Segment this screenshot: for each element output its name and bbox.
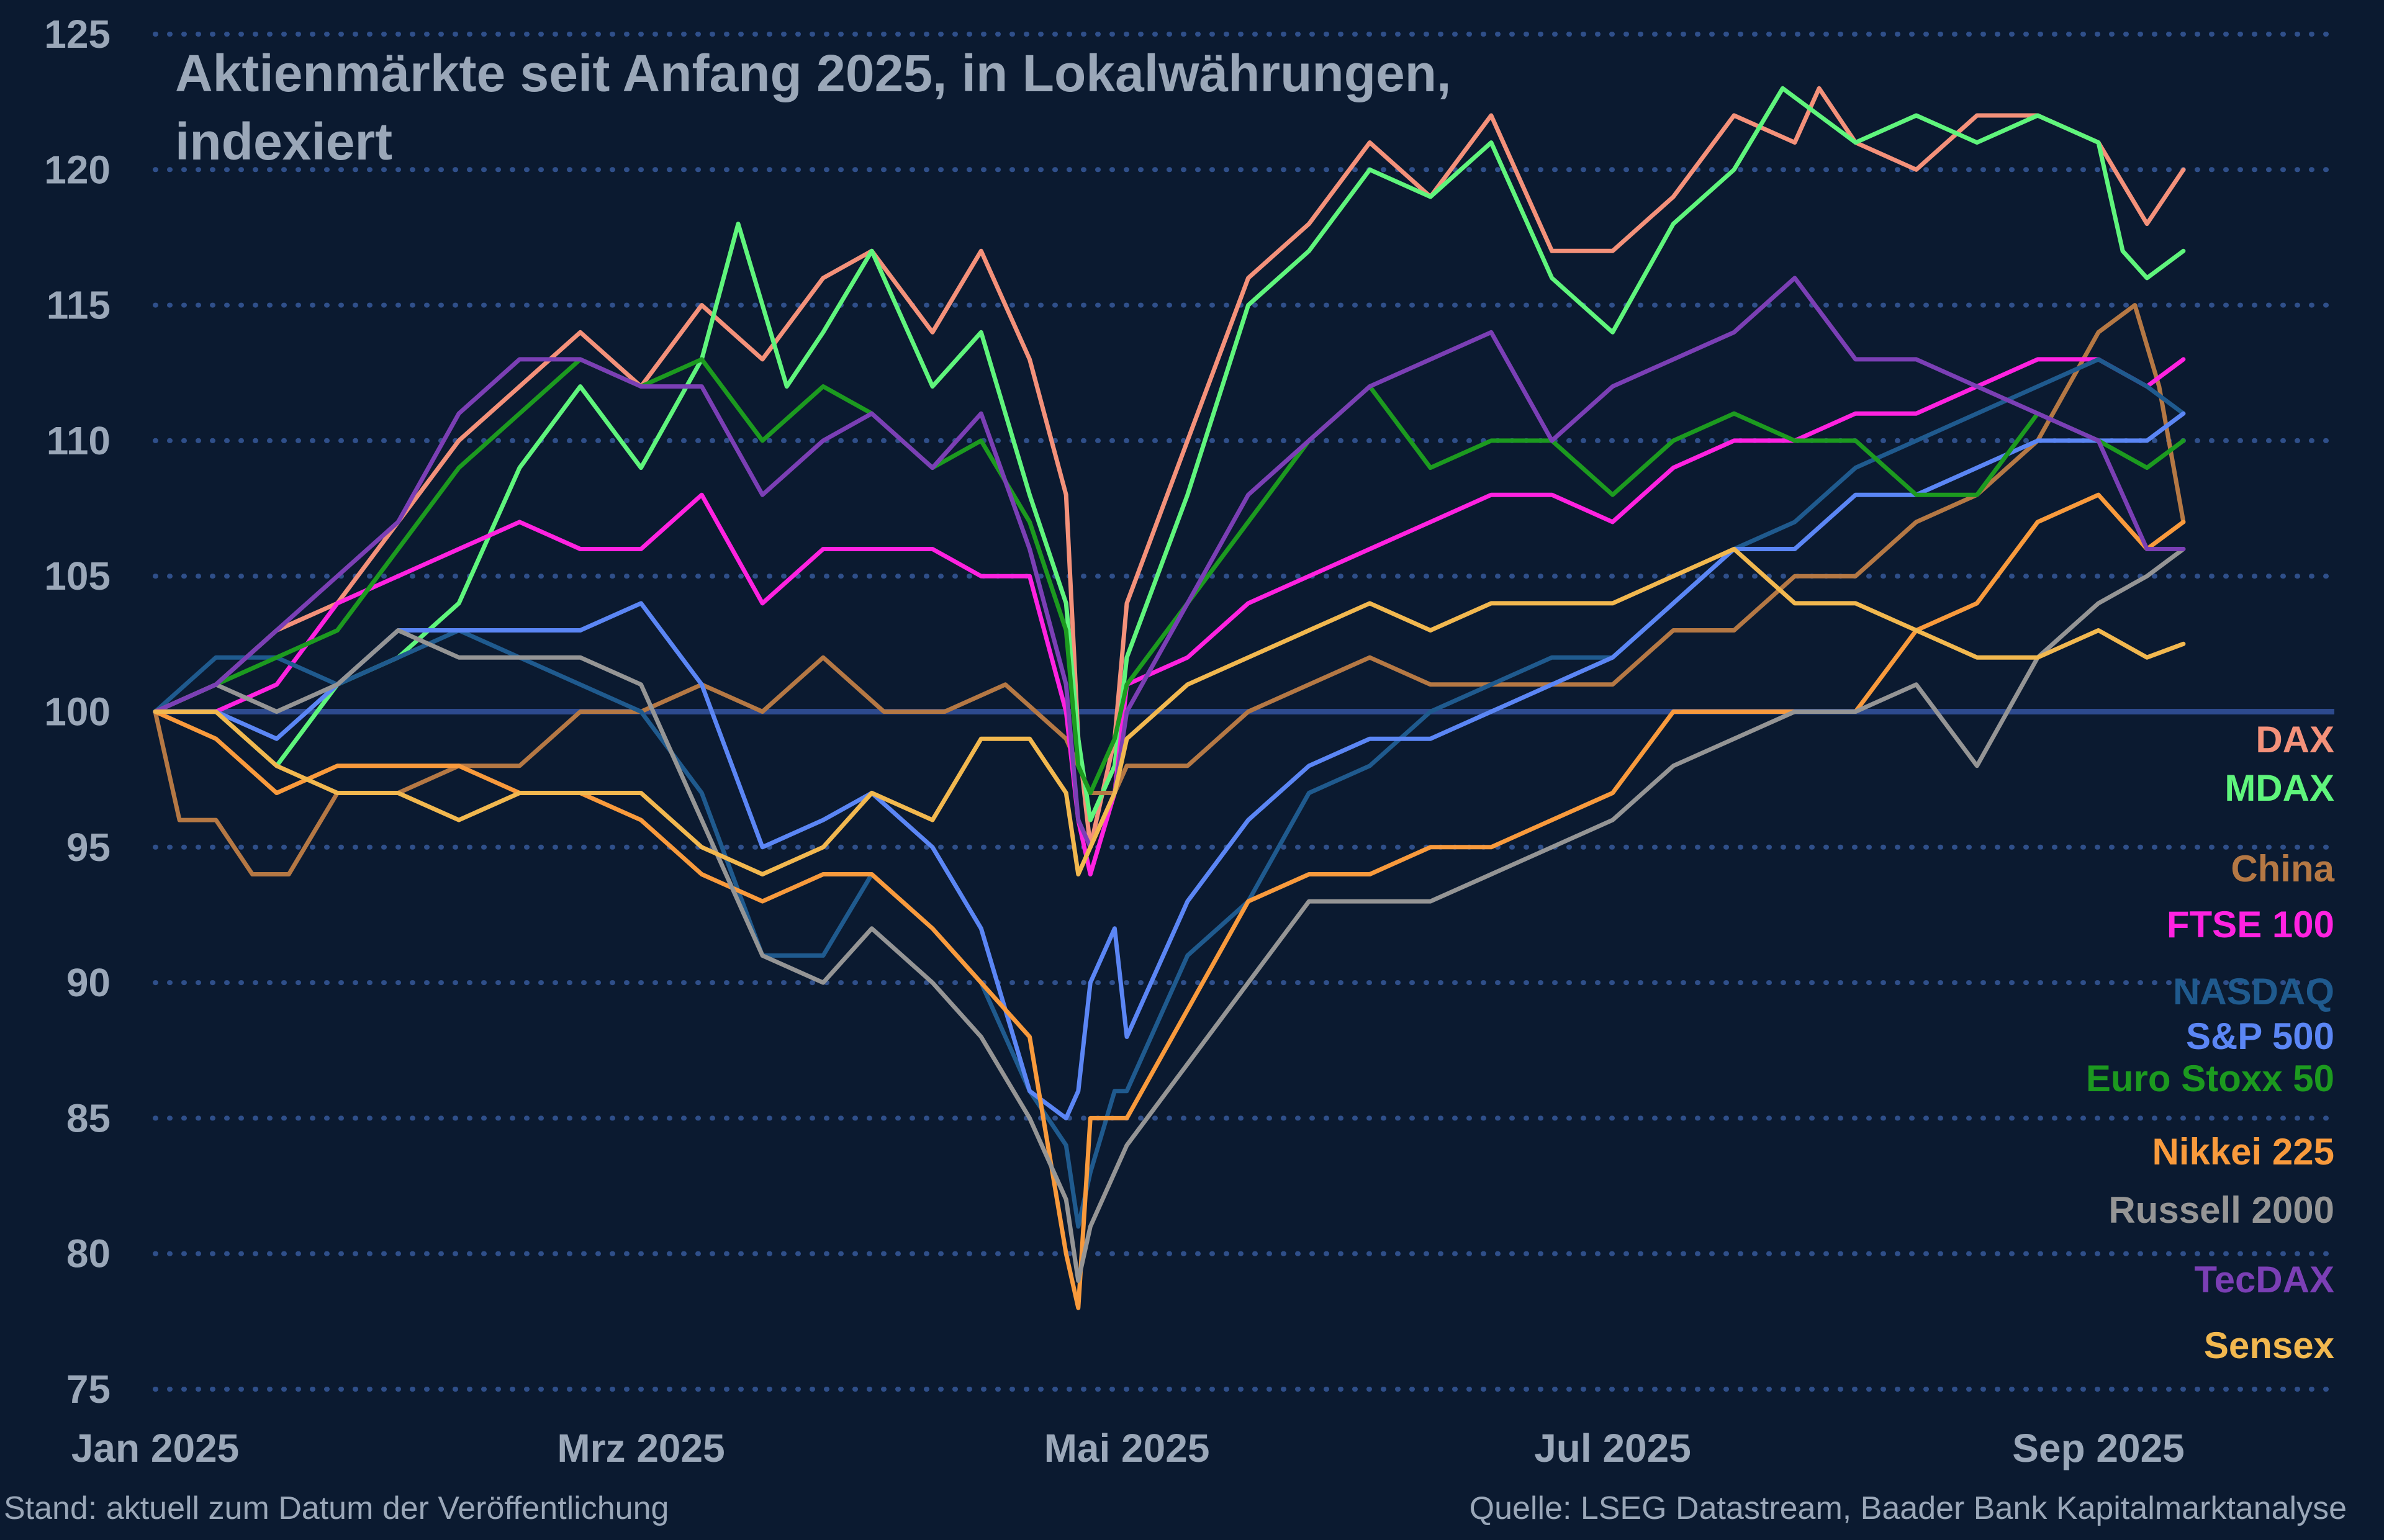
- y-tick-label: 115: [47, 283, 111, 328]
- x-axis-ticks: Jan 2025 Mrz 2025 Mai 2025 Jul 2025 Sep 2025: [71, 1426, 2185, 1470]
- y-tick-label: 90: [66, 960, 111, 1005]
- chart-title-line-2: indexiert: [175, 112, 393, 171]
- y-tick-label: 100: [44, 690, 111, 734]
- legend-entry: FTSE 100: [2167, 904, 2334, 945]
- y-tick-label: 75: [66, 1367, 111, 1412]
- footer-stand: Stand: aktuell zum Datum der Veröffentli…: [4, 1490, 669, 1526]
- x-tick-label: Mrz 2025: [557, 1426, 725, 1470]
- legend-entry: MDAX: [2224, 767, 2334, 809]
- legend-entry: China: [2231, 848, 2334, 889]
- y-tick-label: 105: [44, 554, 111, 598]
- y-tick-label: 95: [66, 825, 111, 870]
- x-tick-label: Jan 2025: [71, 1426, 239, 1470]
- y-tick-label: 110: [47, 418, 111, 463]
- y-tick-label: 120: [44, 147, 111, 192]
- legend-entry: Russell 2000: [2108, 1189, 2334, 1231]
- series-line-nasdaq: [153, 357, 2186, 1229]
- series-line-nikkei-225: [153, 492, 2186, 1310]
- series-line-tecdax: [153, 276, 2186, 850]
- y-tick-label: 80: [66, 1232, 111, 1276]
- legend-entry: NASDAQ: [2173, 971, 2334, 1012]
- series-line-ftse-100: [153, 357, 2186, 876]
- series-line-russell-2000: [153, 547, 2186, 1283]
- x-tick-label: Jul 2025: [1534, 1426, 1691, 1470]
- chart-title-line-1: Aktienmärkte seit Anfang 2025, in Lokalw…: [175, 44, 1452, 102]
- legend-entry: DAX: [2255, 719, 2334, 760]
- series-line-s-p-500: [153, 411, 2186, 1120]
- footer-source: Quelle: LSEG Datastream, Baader Bank Kap…: [1469, 1490, 2347, 1526]
- legend-entry: S&P 500: [2186, 1015, 2334, 1057]
- series-line-mdax: [153, 86, 2186, 822]
- legend-entry: Nikkei 225: [2152, 1131, 2334, 1173]
- y-tick-label: 125: [44, 12, 111, 56]
- series-line-china: [153, 303, 2186, 876]
- series-line-euro-stoxx-50: [153, 357, 2186, 795]
- legend-entry: Euro Stoxx 50: [2086, 1058, 2334, 1099]
- series-lines: [153, 86, 2186, 1310]
- y-tick-label: 85: [66, 1096, 111, 1140]
- series-line-sensex: [153, 547, 2186, 876]
- legend-entry: TecDAX: [2194, 1259, 2334, 1300]
- legend-entry: Sensex: [2204, 1325, 2334, 1366]
- x-tick-label: Mai 2025: [1044, 1426, 1210, 1470]
- x-tick-label: Sep 2025: [2012, 1426, 2185, 1470]
- y-axis-ticks: 75 80 85 90 95 100 105 110 115 120 125: [44, 12, 111, 1412]
